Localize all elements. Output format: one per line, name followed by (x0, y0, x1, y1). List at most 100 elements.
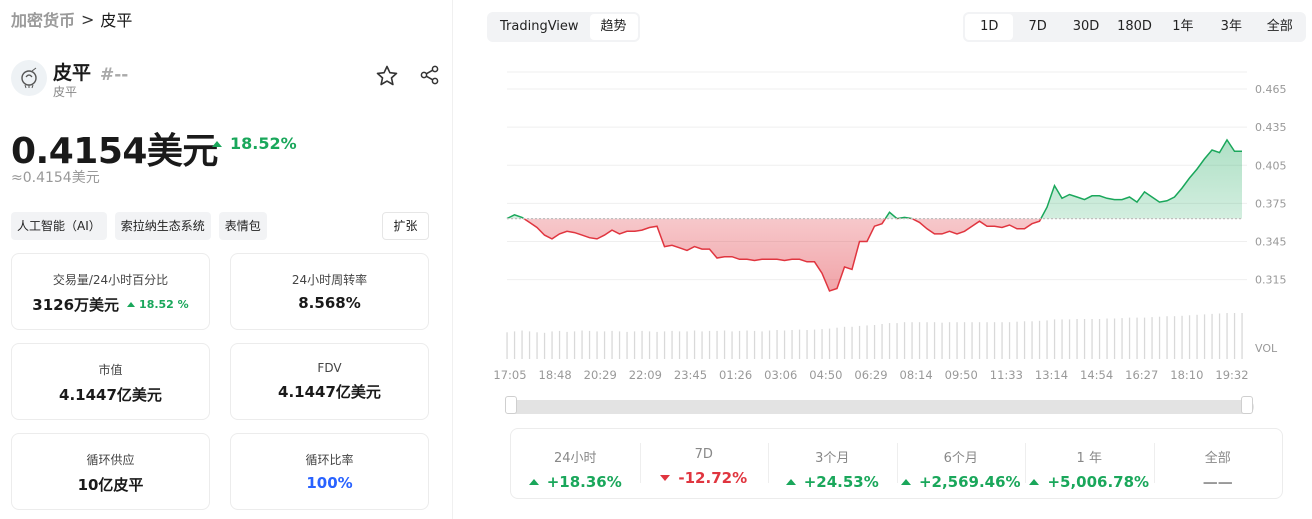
period-30d[interactable]: 30D (1072, 19, 1100, 34)
volume-bar (1211, 313, 1213, 359)
period-7d[interactable]: 7D (1028, 19, 1047, 34)
x-tick-label: 01:26 (719, 368, 752, 382)
volume-bar (663, 331, 666, 359)
volume-bar (768, 330, 771, 359)
stat-card-turnover: 24小时周转率 8.568% (230, 253, 429, 330)
volume-bar (971, 322, 973, 359)
x-tick-label: 18:10 (1170, 368, 1203, 382)
chevron-right-icon: > (81, 9, 95, 29)
volume-bar (926, 322, 928, 359)
breadcrumb-parent-link[interactable]: 加密货币 (11, 11, 76, 30)
volume-bar (1226, 313, 1228, 359)
volume-bar (821, 329, 823, 359)
period-180d[interactable]: 180D (1117, 19, 1152, 34)
perf-label: 24小时 (553, 451, 597, 466)
volume-bar (1196, 314, 1198, 359)
volume-bar (1166, 316, 1168, 359)
volume-bar (573, 331, 576, 359)
volume-bar (641, 330, 643, 359)
volume-bar (738, 330, 741, 359)
volume-bar (671, 330, 673, 359)
volume-bar (1038, 320, 1041, 359)
price-chart[interactable]: 0.465 0.435 0.405 0.375 0.345 0.315 VOL 17:05 18… (490, 55, 1300, 385)
perf-label: 全部 (1204, 451, 1231, 466)
triangle-up-icon (1029, 479, 1040, 485)
volume-bar (911, 322, 913, 359)
volume-bar (693, 330, 696, 359)
volume-bar (513, 331, 516, 359)
perf-label: 1 年 (1076, 451, 1102, 466)
volume-bar (731, 331, 733, 359)
stat-sub-value: 18.52 % (139, 298, 189, 311)
coin-header: 皮平 皮平 #-- (11, 58, 441, 102)
price-change: 18.52% (212, 134, 297, 153)
tag-list: 人工智能（AI） 索拉纳生态系统 表情包 (11, 212, 267, 240)
star-icon[interactable] (375, 64, 399, 88)
volume-bar (708, 330, 711, 359)
period-1y[interactable]: 1年 (1172, 19, 1194, 34)
perf-value-text: +2,569.46% (918, 473, 1021, 491)
volume-bar (1083, 319, 1086, 359)
range-handle-right[interactable] (1241, 396, 1253, 414)
toggle-trend[interactable]: 趋势 (589, 14, 638, 40)
tag-solana[interactable]: 索拉纳生态系统 (114, 212, 211, 240)
x-tick-label: 19:32 (1215, 368, 1248, 382)
expand-button[interactable]: 扩张 (382, 212, 429, 240)
y-tick-label: 0.465 (1255, 83, 1287, 96)
x-tick-label: 17:05 (493, 368, 526, 382)
tag-ai[interactable]: 人工智能（AI） (11, 212, 107, 240)
volume-bar (761, 331, 763, 359)
stat-value: 4.1447亿美元 (59, 386, 162, 404)
x-tick-label: 23:45 (674, 368, 707, 382)
triangle-up-icon (212, 140, 222, 147)
volume-bar (1001, 322, 1003, 359)
range-handle-left[interactable] (505, 396, 517, 414)
perf-label: 3个月 (815, 451, 850, 466)
volume-bar (843, 326, 846, 359)
perf-value: -12.72% (640, 469, 769, 487)
share-icon[interactable] (419, 64, 441, 86)
volume-bar (1091, 319, 1093, 359)
stat-value: 100% (306, 474, 353, 492)
stat-card-circulating-ratio: 循环比率 100% (230, 433, 429, 510)
chart-range-slider[interactable] (505, 396, 1254, 416)
x-tick-label: 08:14 (900, 368, 933, 382)
period-3y[interactable]: 3年 (1220, 19, 1242, 34)
volume-bar (866, 325, 868, 359)
perf-1y: 1 年 +5,006.78% (1025, 429, 1154, 498)
volume-bar (566, 331, 568, 359)
breadcrumb: 加密货币 > 皮平 (11, 7, 132, 31)
x-tick-label: 11:33 (990, 368, 1023, 382)
volume-bar (716, 330, 718, 359)
volume-bar (543, 332, 546, 359)
period-1d[interactable]: 1D (965, 14, 1014, 40)
x-tick-label: 03:06 (764, 368, 797, 382)
stat-label: 市值 (98, 363, 123, 377)
perf-label: 6个月 (943, 451, 978, 466)
triangle-up-icon (900, 479, 911, 485)
chart-type-toggle: TradingView 趋势 (487, 12, 640, 42)
perf-3m: 3个月 +24.53% (768, 429, 897, 498)
coin-name: 皮平 (53, 62, 92, 84)
tag-meme[interactable]: 表情包 (218, 212, 267, 240)
volume-bar (678, 331, 681, 359)
stat-label: 循环比率 (305, 453, 354, 467)
volume-bar (626, 331, 628, 359)
volume-bar (746, 330, 748, 359)
stat-value: 10亿皮平 (77, 476, 144, 494)
toggle-tradingview[interactable]: TradingView (500, 19, 579, 34)
triangle-up-icon (127, 302, 136, 307)
volume-bar (648, 331, 651, 359)
period-all[interactable]: 全部 (1266, 19, 1293, 34)
stat-value: 4.1447亿美元 (278, 383, 381, 401)
volume-bar (1113, 318, 1116, 359)
volume-bar (753, 330, 756, 359)
range-slider-track[interactable] (505, 400, 1254, 414)
volume-bar (1203, 314, 1206, 359)
stat-label: 循环供应 (86, 453, 135, 467)
x-tick-label: 22:09 (629, 368, 662, 382)
volume-bar (1121, 318, 1123, 359)
volume-bar (783, 330, 786, 359)
volume-bar (1173, 316, 1176, 359)
x-tick-label: 18:48 (539, 368, 572, 382)
